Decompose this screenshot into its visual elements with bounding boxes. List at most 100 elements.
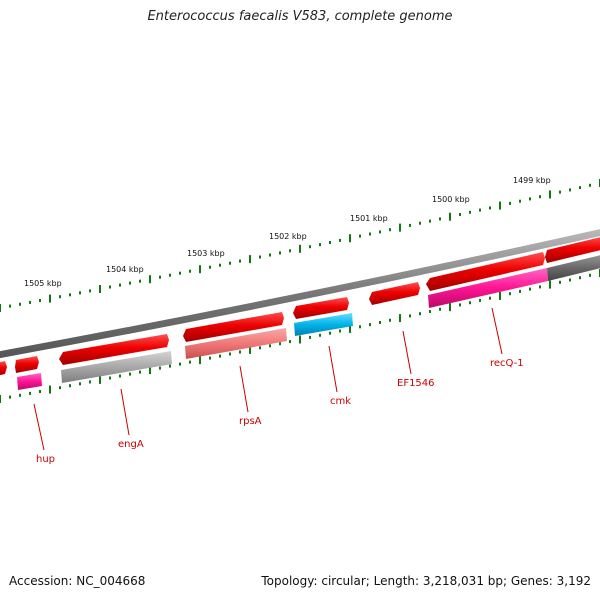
inner-scale-tick (329, 331, 331, 335)
outer-scale-tick (589, 183, 591, 187)
inner-scale-tick (339, 329, 341, 333)
outer-scale-tick (339, 238, 341, 242)
outer-scale-tick (369, 232, 371, 236)
inner-scale-tick (139, 370, 141, 374)
inner-scale-tick (79, 382, 81, 386)
scale-label-1499: 1499 kbp (513, 176, 551, 185)
outer-scale-tick (449, 212, 451, 221)
inner-scale-tick (69, 384, 71, 388)
outer-scale-tick (139, 279, 141, 283)
inner-scale-tick (239, 350, 241, 354)
outer-scale-tick (49, 294, 51, 303)
outer-scale-tick (249, 255, 251, 264)
outer-scale-tick (199, 265, 201, 274)
inner-scale-tick (299, 335, 301, 344)
inner-scale-tick (389, 318, 391, 322)
inner-scale-tick (89, 380, 91, 384)
inner-scale-tick (359, 325, 361, 329)
outer-scale-tick (259, 255, 261, 259)
inner-scale-tick (349, 324, 351, 333)
outer-scale-tick (459, 213, 461, 216)
inner-scale-tick (449, 303, 451, 312)
outer-scale-tick (379, 230, 381, 234)
scale-label-1504: 1504 kbp (106, 265, 144, 274)
outer-scale-tick (299, 244, 301, 253)
inner-scale-tick (9, 395, 11, 399)
inner-scale-tick (119, 374, 121, 378)
outer-scale-tick (549, 190, 551, 199)
track-bar-right-gray (547, 255, 600, 281)
scale-label-1502: 1502 kbp (269, 232, 307, 241)
inner-scale-tick (369, 323, 371, 327)
gene-arrow-recq1 (426, 252, 545, 291)
genome-backbone (0, 229, 600, 359)
outer-scale-tick (349, 234, 351, 243)
inner-scale-tick (419, 312, 421, 316)
outer-scale-tick (319, 243, 321, 247)
outer-scale-tick (569, 188, 571, 192)
outer-scale-tick (529, 197, 531, 201)
outer-scale-tick (179, 271, 181, 275)
inner-scale-tick (579, 276, 581, 280)
inner-scale-tick (49, 385, 51, 394)
outer-scale-tick (79, 291, 81, 295)
inner-scale-tick (509, 292, 511, 296)
inner-scale-tick (189, 360, 191, 364)
outer-scale-tick (29, 300, 31, 304)
inner-scale-tick (219, 354, 221, 358)
outer-scale-tick (559, 190, 561, 194)
inner-scale-tick (429, 310, 431, 313)
outer-scale-tick (419, 221, 421, 225)
gene-label-ef1546: EF1546 (397, 378, 435, 389)
inner-scale-tick (379, 321, 381, 324)
gene-arrow-left-edge (0, 361, 7, 376)
inner-scale-tick (109, 376, 111, 380)
outer-scale-ticks (0, 179, 600, 312)
outer-scale-tick (359, 234, 361, 238)
inner-scale-tick (569, 278, 571, 282)
inner-scale-tick (199, 356, 201, 365)
inner-scale-tick (209, 356, 211, 360)
outer-scale-tick (19, 302, 21, 306)
outer-scale-tick (509, 201, 511, 205)
outer-scale-tick (289, 249, 291, 253)
inner-scale-tick (0, 395, 1, 403)
inner-scale-tick (99, 375, 101, 384)
scale-label-1505: 1505 kbp (24, 279, 62, 288)
outer-scale-tick (9, 304, 11, 308)
outer-scale-tick (119, 283, 121, 287)
inner-scale-tick (179, 362, 181, 366)
gene-arrow-right-edge (545, 237, 600, 263)
outer-scale-tick (469, 210, 471, 214)
outer-scale-tick (59, 295, 61, 299)
outer-scale-tick (269, 253, 271, 257)
inner-scale-tick (149, 366, 151, 375)
gene-arrow-rpsa (183, 312, 284, 342)
outer-scale-tick (129, 281, 131, 285)
outer-scale-tick (69, 293, 71, 297)
inner-scale-tick (129, 372, 131, 376)
inner-scale-tick (549, 280, 551, 289)
inner-scale-tick (469, 301, 471, 305)
inner-scale-tick (309, 335, 311, 339)
gene-label-rpsa: rpsA (239, 416, 262, 427)
outer-scale-tick (109, 285, 111, 289)
inner-scale-tick (169, 364, 171, 368)
scale-label-1501: 1501 kbp (350, 214, 388, 223)
gene-arrow-ef1546 (369, 282, 420, 305)
inner-scale-tick (29, 391, 31, 395)
outer-scale-tick (399, 223, 401, 232)
outer-scale-tick (239, 259, 241, 263)
inner-scale-tick (159, 366, 161, 370)
outer-scale-tick (429, 219, 431, 223)
inner-scale-tick (499, 291, 501, 300)
inner-scale-tick (399, 314, 401, 323)
inner-scale-tick (489, 296, 491, 300)
outer-scale-tick (409, 223, 411, 227)
inner-scale-tick (249, 345, 251, 354)
track-bar-recq1 (428, 268, 548, 308)
outer-scale-tick (389, 228, 391, 232)
inner-scale-tick (39, 390, 41, 393)
outer-scale-tick (229, 261, 231, 265)
